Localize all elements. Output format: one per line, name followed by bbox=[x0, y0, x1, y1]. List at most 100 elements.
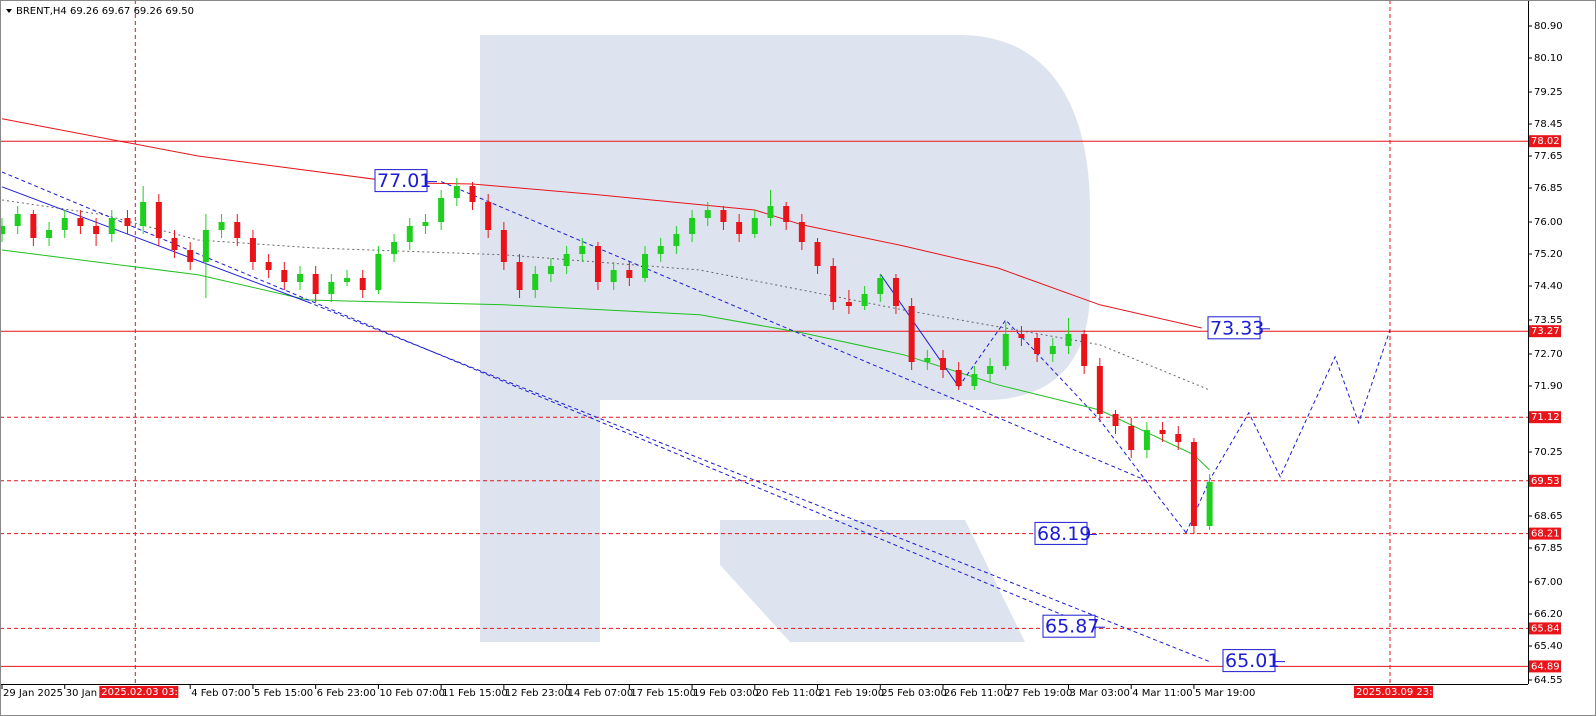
candle-body bbox=[406, 226, 413, 242]
x-tick-label: 4 Mar 11:00 bbox=[1132, 688, 1192, 699]
candle-body bbox=[265, 262, 272, 270]
candle-body bbox=[1002, 334, 1009, 366]
candle-body bbox=[391, 242, 398, 254]
candle-body bbox=[579, 246, 586, 254]
candle-body bbox=[187, 250, 194, 262]
x-tick-label: 21 Feb 19:00 bbox=[819, 688, 885, 699]
candle-body bbox=[908, 306, 915, 362]
candle-body bbox=[610, 270, 617, 282]
candle-body bbox=[218, 222, 225, 230]
candle-body bbox=[642, 254, 649, 278]
candle-body bbox=[108, 218, 115, 234]
candle-body bbox=[924, 358, 931, 362]
annotation-box bbox=[374, 169, 428, 193]
level-label-box bbox=[1529, 660, 1561, 673]
candle-body bbox=[249, 238, 256, 262]
time-marker-box bbox=[99, 686, 179, 698]
y-tick-label: 65.40 bbox=[1534, 641, 1563, 652]
annotation-box bbox=[1034, 521, 1088, 545]
candle-body bbox=[877, 278, 884, 294]
time-marker-label: 2025.03.09 23:00 bbox=[1356, 687, 1445, 698]
candle-body bbox=[1018, 334, 1025, 338]
x-tick-label: 12 Feb 23:00 bbox=[505, 688, 571, 699]
x-tick-label: 27 Feb 19:00 bbox=[1007, 688, 1073, 699]
y-tick-label: 80.10 bbox=[1534, 53, 1563, 64]
candle-body bbox=[281, 270, 288, 282]
watermark bbox=[480, 35, 1090, 642]
level-label: 73.27 bbox=[1531, 326, 1560, 337]
candle-body bbox=[140, 202, 147, 226]
candle-body bbox=[767, 206, 774, 218]
candle-body bbox=[657, 246, 664, 254]
candle-body bbox=[1159, 430, 1166, 434]
candle-body bbox=[1065, 334, 1072, 346]
candle-body bbox=[77, 218, 84, 226]
candle-body bbox=[783, 206, 790, 222]
y-tick-label: 79.25 bbox=[1534, 87, 1563, 98]
candle-body bbox=[626, 270, 633, 278]
candle-body bbox=[359, 278, 366, 290]
candle-body bbox=[155, 202, 162, 238]
candle-body bbox=[46, 230, 53, 238]
candle-body bbox=[594, 246, 601, 282]
candle-body bbox=[1112, 414, 1119, 426]
candle-body bbox=[202, 230, 209, 262]
candle-body bbox=[0, 226, 5, 234]
candle-body bbox=[234, 222, 241, 238]
candle-body bbox=[14, 214, 21, 226]
x-tick-label: 11 Feb 15:00 bbox=[442, 688, 508, 699]
level-label-box bbox=[1529, 474, 1561, 487]
y-tick-label: 68.65 bbox=[1534, 511, 1563, 522]
symbol-menu-icon[interactable] bbox=[6, 9, 12, 13]
time-marker-label: 2025.02.03 03:00 bbox=[101, 687, 190, 698]
level-label-box bbox=[1529, 622, 1561, 635]
x-tick-label: 26 Feb 11:00 bbox=[944, 688, 1010, 699]
annotation-label: 77.01 bbox=[377, 170, 431, 192]
y-tick-label: 72.70 bbox=[1534, 349, 1563, 360]
x-tick-label: 5 Feb 15:00 bbox=[254, 688, 313, 699]
plot-area bbox=[0, 0, 1528, 684]
candle-body bbox=[500, 230, 507, 262]
candle-body bbox=[328, 282, 335, 294]
candle-body bbox=[751, 218, 758, 234]
x-tick-label: 6 Feb 23:00 bbox=[317, 688, 376, 699]
x-tick-label: 29 Jan 2025 bbox=[3, 688, 63, 699]
level-label-box bbox=[1529, 325, 1561, 338]
y-tick-label: 64.55 bbox=[1534, 675, 1563, 686]
y-tick-label: 67.85 bbox=[1534, 543, 1563, 554]
annotation-box bbox=[1207, 316, 1261, 340]
candle-body bbox=[971, 374, 978, 386]
time-marker-box bbox=[1353, 686, 1433, 698]
candle-body bbox=[673, 234, 680, 246]
annotation-label: 65.87 bbox=[1045, 616, 1099, 638]
y-tick-label: 80.90 bbox=[1534, 21, 1563, 32]
candle-body bbox=[171, 238, 178, 250]
candle-body bbox=[1206, 482, 1213, 526]
level-label: 78.02 bbox=[1531, 136, 1560, 147]
level-label: 64.89 bbox=[1531, 661, 1560, 672]
candle-body bbox=[689, 218, 696, 234]
candle-body bbox=[469, 186, 476, 202]
level-label: 68.21 bbox=[1531, 529, 1560, 540]
y-tick-label: 75.20 bbox=[1534, 249, 1563, 260]
candle-body bbox=[892, 278, 899, 306]
candle-body bbox=[124, 218, 131, 226]
x-tick-label: 17 Feb 15:00 bbox=[630, 688, 696, 699]
y-tick-label: 77.65 bbox=[1534, 151, 1563, 162]
candle-body bbox=[532, 274, 539, 290]
watermark-bowl bbox=[600, 35, 1090, 400]
y-tick-label: 73.55 bbox=[1534, 315, 1563, 326]
candle-body bbox=[1190, 442, 1197, 526]
y-tick-label: 70.25 bbox=[1534, 447, 1563, 458]
candle-body bbox=[987, 366, 994, 374]
y-tick-label: 76.00 bbox=[1534, 217, 1563, 228]
candle-body bbox=[422, 222, 429, 226]
candle-body bbox=[1034, 338, 1041, 354]
candle-body bbox=[720, 210, 727, 222]
candle-body bbox=[485, 202, 492, 230]
candle-body bbox=[830, 266, 837, 302]
annotation-box bbox=[1222, 649, 1276, 673]
level-label: 65.84 bbox=[1531, 623, 1560, 634]
watermark-bar bbox=[480, 35, 600, 642]
